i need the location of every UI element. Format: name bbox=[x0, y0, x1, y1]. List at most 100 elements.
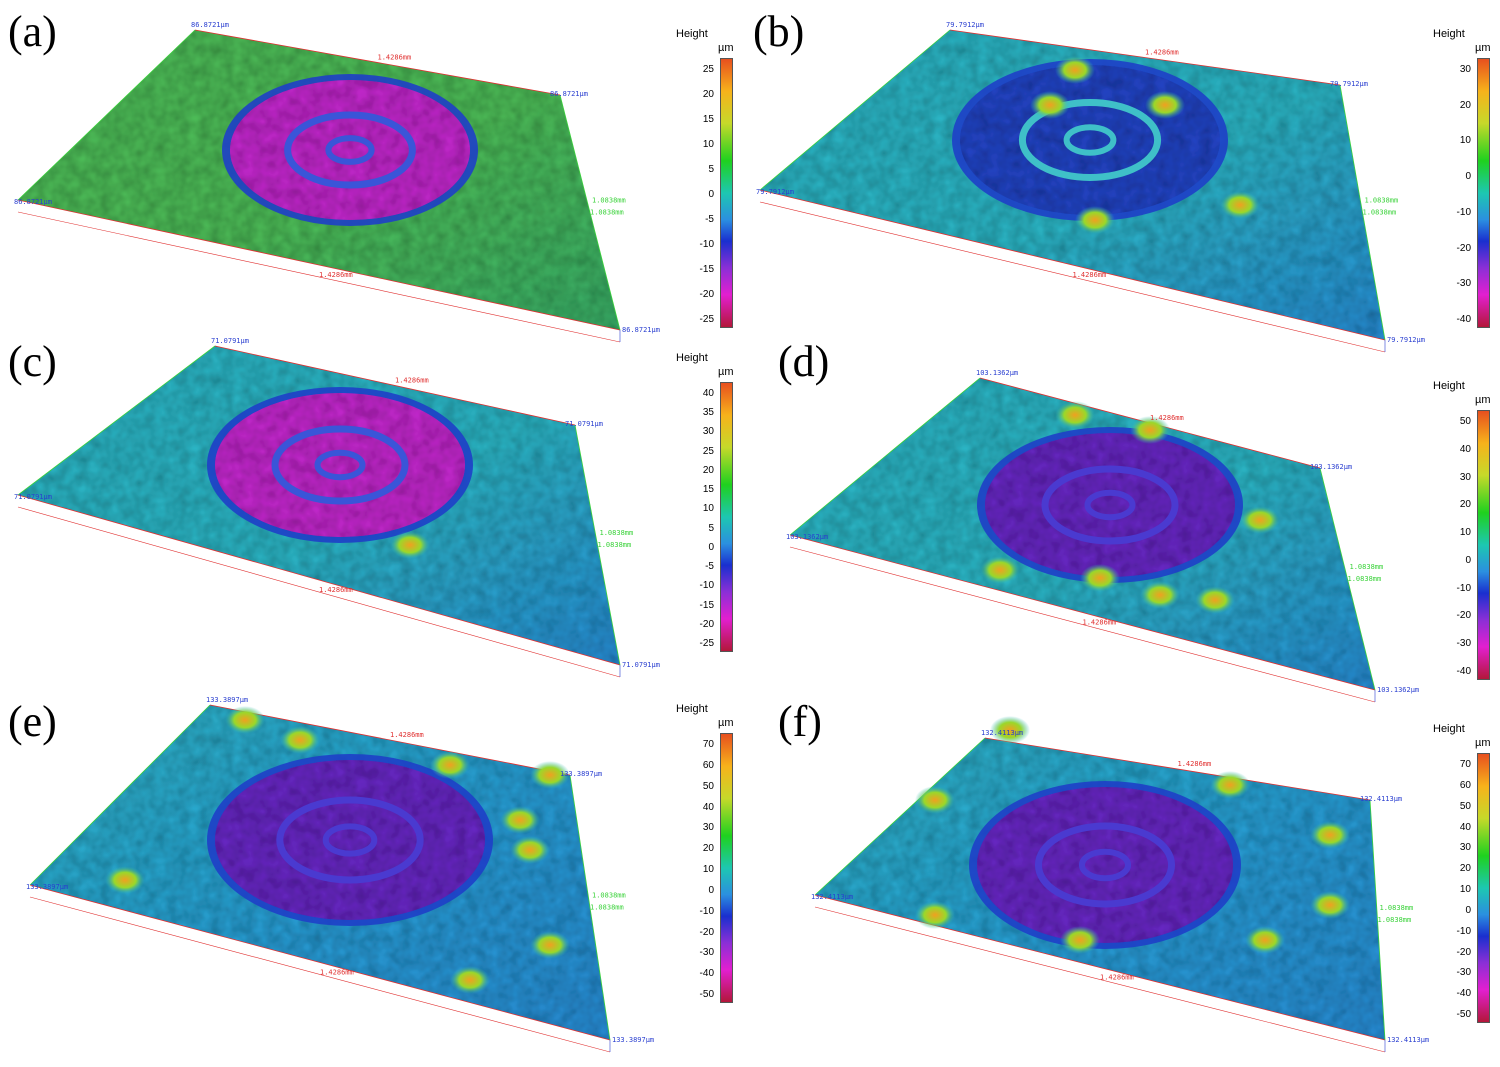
crater-floor bbox=[215, 393, 465, 537]
legend-tick: -20 bbox=[1456, 242, 1471, 254]
legend-title: Height bbox=[676, 28, 708, 40]
surface-peak bbox=[1145, 91, 1185, 119]
surface-peak bbox=[450, 966, 490, 994]
legend-tick: 60 bbox=[1459, 779, 1471, 791]
legend-tick: -10 bbox=[699, 239, 714, 250]
dim-y-right-2: 1.0838mm bbox=[590, 904, 624, 912]
surface-peak bbox=[1210, 771, 1250, 799]
surface-peak bbox=[225, 706, 265, 734]
legend-tick: -30 bbox=[1456, 278, 1471, 290]
dim-x-top: 1.4286mm bbox=[395, 377, 429, 385]
dim-height-left: 86.8721µm bbox=[14, 198, 52, 206]
legend-tick: -25 bbox=[699, 314, 714, 325]
crater-ring bbox=[1018, 99, 1162, 181]
dim-x-bottom: 1.4286mm bbox=[319, 271, 353, 279]
legend-tick: -20 bbox=[699, 926, 714, 938]
panel-e: 133.3897µm 133.3897µm 133.3897µm 133.3897µm… bbox=[0, 690, 740, 1053]
box-edge-right bbox=[569, 774, 611, 1041]
legend-tick: -40 bbox=[1456, 666, 1471, 677]
box-edge-right bbox=[1339, 84, 1386, 341]
legend-tick: 5 bbox=[708, 164, 714, 175]
legend-tick: 20 bbox=[1459, 499, 1471, 511]
legend-tick: 10 bbox=[1459, 135, 1471, 147]
legend-colorbar bbox=[1477, 753, 1490, 1023]
legend-f: Height µm 70 60 50 40 30 20 10 0 -10 -20 -30 -40 -50 bbox=[1433, 723, 1500, 1023]
surface-peak bbox=[980, 556, 1020, 584]
legend-tick: 5 bbox=[708, 522, 714, 534]
legend-tick: 40 bbox=[702, 388, 714, 399]
surface-peak bbox=[1310, 891, 1350, 919]
panel-label-f: (f) bbox=[778, 697, 822, 746]
dim-x-top: 1.4286mm bbox=[390, 731, 424, 739]
legend-tick: -15 bbox=[699, 264, 714, 275]
legend-e: Height µm 70 60 50 40 30 20 10 0 -10 -20 -30 -40 -50 bbox=[676, 703, 756, 1003]
legend-tick: 10 bbox=[702, 139, 714, 150]
legend-tick: 40 bbox=[1459, 821, 1471, 833]
dim-height-left: 132.4113µm bbox=[811, 893, 853, 901]
panel-b: 79.7912µm 79.7912µm 79.7912µm 79.7912µm 1.42… bbox=[745, 0, 1485, 353]
box-edge-top bbox=[209, 704, 571, 776]
dim-height-bottom: 132.4113µm bbox=[1387, 1036, 1429, 1044]
dim-y-right: 1.0838mm bbox=[592, 892, 626, 900]
box-edge-right bbox=[574, 424, 621, 666]
dim-y-right-2: 1.0838mm bbox=[1378, 916, 1412, 924]
box-edge-left bbox=[17, 29, 196, 201]
dim-y-right-2: 1.0838mm bbox=[598, 541, 632, 549]
crater-center-ring bbox=[322, 823, 378, 857]
legend-tick: -30 bbox=[1456, 638, 1471, 650]
panel-f: 132.4113µm 132.4113µm 132.4113µm 132.4113µm… bbox=[770, 690, 1500, 1053]
legend-tick: 10 bbox=[1459, 527, 1471, 539]
surface-peak bbox=[1080, 564, 1120, 592]
box-edge-right bbox=[559, 94, 621, 331]
dim-height-left: 133.3897µm bbox=[26, 883, 68, 891]
dim-height-right: 103.1362µm bbox=[1310, 463, 1352, 471]
surface-peak bbox=[280, 726, 320, 754]
dim-height-bottom: 86.8721µm bbox=[622, 326, 660, 334]
surface-peak bbox=[1245, 926, 1285, 954]
dim-height-left: 103.1362µm bbox=[786, 533, 828, 541]
panel-label-a: (a) bbox=[8, 7, 57, 56]
crater-ring bbox=[1034, 822, 1176, 908]
legend-c: Height µm 40 35 30 25 20 15 10 5 0 -5 -10 -15 -20 -25 bbox=[676, 352, 756, 652]
legend-colorbar bbox=[720, 382, 733, 652]
legend-tick: 60 bbox=[702, 759, 714, 771]
panel-label-e: (e) bbox=[8, 697, 57, 746]
legend-tick: 20 bbox=[702, 89, 714, 100]
surface-plot-c: 71.0791µm 71.0791µm 71.0791µm 71.0791µm 1.42… bbox=[14, 337, 660, 678]
crater-ring bbox=[284, 111, 416, 189]
legend-tick: -40 bbox=[1456, 988, 1471, 1000]
legend-tick: -20 bbox=[1456, 610, 1471, 622]
box-edge-left bbox=[789, 377, 981, 536]
legend-unit: µm bbox=[1475, 394, 1491, 406]
dim-x-bottom: 1.4286mm bbox=[319, 586, 353, 594]
legend-unit: µm bbox=[718, 366, 734, 378]
surface-peak bbox=[1075, 206, 1115, 234]
legend-colorbar bbox=[720, 58, 733, 328]
dim-height-left: 79.7912µm bbox=[756, 188, 794, 196]
dim-y-right: 1.0838mm bbox=[1365, 197, 1399, 205]
surface-peak bbox=[1055, 56, 1095, 84]
legend-tick: 0 bbox=[708, 541, 714, 553]
surface-peak bbox=[530, 761, 570, 789]
surface-peak bbox=[915, 901, 955, 929]
legend-tick: 0 bbox=[1465, 904, 1471, 916]
dim-y-right: 1.0838mm bbox=[600, 529, 634, 537]
legend-title: Height bbox=[1433, 723, 1465, 735]
box-edge-base bbox=[759, 201, 1386, 353]
legend-tick: 25 bbox=[702, 64, 714, 75]
panel-d: 103.1362µm 103.1362µm 103.1362µm 103.1362µm… bbox=[770, 330, 1500, 703]
legend-tick: 20 bbox=[1459, 99, 1471, 111]
legend-tick: 10 bbox=[1459, 884, 1471, 895]
surface-peak bbox=[1055, 401, 1095, 429]
legend-unit: µm bbox=[718, 42, 734, 54]
legend-tick: 10 bbox=[702, 503, 714, 515]
legend-unit: µm bbox=[1475, 42, 1491, 54]
surface-plot-d: 103.1362µm 103.1362µm 103.1362µm 103.1362µm… bbox=[786, 369, 1419, 703]
legend-title: Height bbox=[1433, 28, 1465, 40]
surface-peak bbox=[1240, 506, 1280, 534]
dim-x-bottom: 1.4286mm bbox=[1073, 271, 1107, 279]
legend-tick: 30 bbox=[1459, 842, 1471, 854]
legend-tick: -25 bbox=[699, 638, 714, 649]
legend-tick: 15 bbox=[702, 114, 714, 125]
box-edge-bottom bbox=[17, 199, 621, 331]
